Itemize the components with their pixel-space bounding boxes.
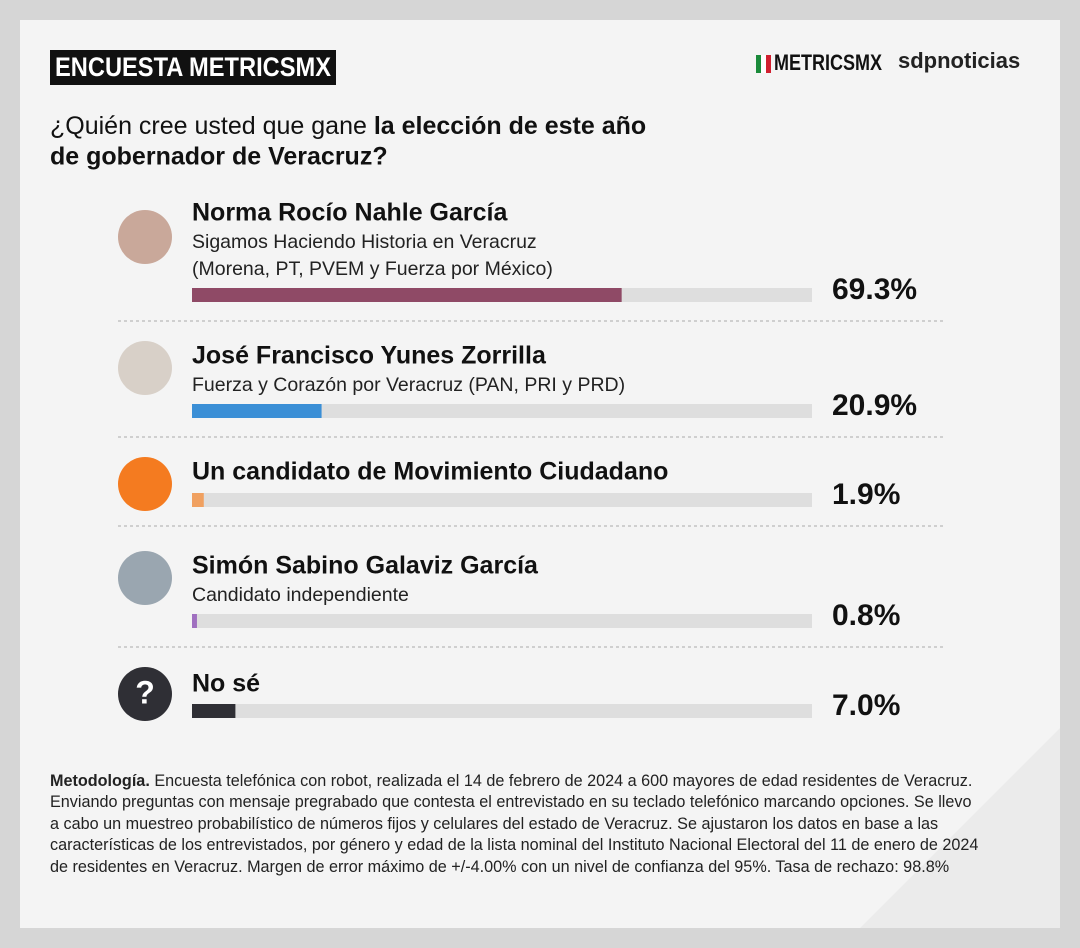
category-label: No sé	[192, 670, 260, 698]
value-label: 7.0%	[832, 689, 900, 722]
logo-flag	[761, 55, 766, 73]
category-label: Un candidato de Movimiento Ciudadano	[192, 458, 668, 486]
avatar	[118, 551, 172, 605]
header: ENCUESTA METRICSMX	[55, 52, 331, 82]
value-label: 0.8%	[832, 599, 900, 632]
header-box	[50, 50, 336, 85]
bar-track	[192, 404, 812, 418]
bar	[192, 704, 236, 718]
value-label: 1.9%	[832, 478, 900, 511]
bar	[192, 288, 622, 302]
bar-track	[192, 704, 812, 718]
avatar	[118, 457, 172, 511]
category-description: Fuerza y Corazón por Veracruz (PAN, PRI …	[192, 374, 625, 396]
title: ¿Quién cree usted que gane la elección d…	[50, 112, 646, 140]
avatar	[118, 667, 172, 721]
card	[20, 20, 1060, 928]
methodology-label: Metodología.	[50, 772, 150, 790]
category-description: Candidato independiente	[192, 584, 409, 606]
decor	[860, 728, 1060, 928]
category-description: (Morena, PT, PVEM y Fuerza por México)	[192, 258, 553, 280]
logo-flag	[766, 55, 771, 73]
methodology-text: Encuesta telefónica con robot, realizada…	[50, 772, 979, 876]
title-bold: de gobernador de Veracruz?	[50, 143, 388, 171]
methodology: Metodología. Encuesta telefónica con rob…	[50, 771, 980, 878]
category-label: Norma Rocío Nahle García	[192, 199, 508, 227]
bar-track	[192, 614, 812, 628]
value-label: 20.9%	[832, 389, 917, 422]
logo-metrics: METRICSMX	[774, 50, 882, 75]
logo-flag	[756, 55, 761, 73]
bar-track	[192, 493, 812, 507]
category-description: Sigamos Haciendo Historia en Veracruz	[192, 231, 537, 253]
title-bold: la elección de este año	[374, 112, 646, 140]
title-lead: ¿Quién cree usted que gane	[50, 112, 367, 140]
category-label: Simón Sabino Galaviz García	[192, 552, 539, 580]
bar	[192, 493, 204, 507]
category-label: José Francisco Yunes Zorrilla	[192, 342, 547, 370]
avatar	[118, 341, 172, 395]
logo-sdp: sdpnoticias	[898, 48, 1020, 73]
avatar	[118, 210, 172, 264]
unknown-icon: ?	[135, 674, 155, 710]
bar	[192, 404, 322, 418]
value-label: 69.3%	[832, 273, 917, 306]
bar	[192, 614, 197, 628]
